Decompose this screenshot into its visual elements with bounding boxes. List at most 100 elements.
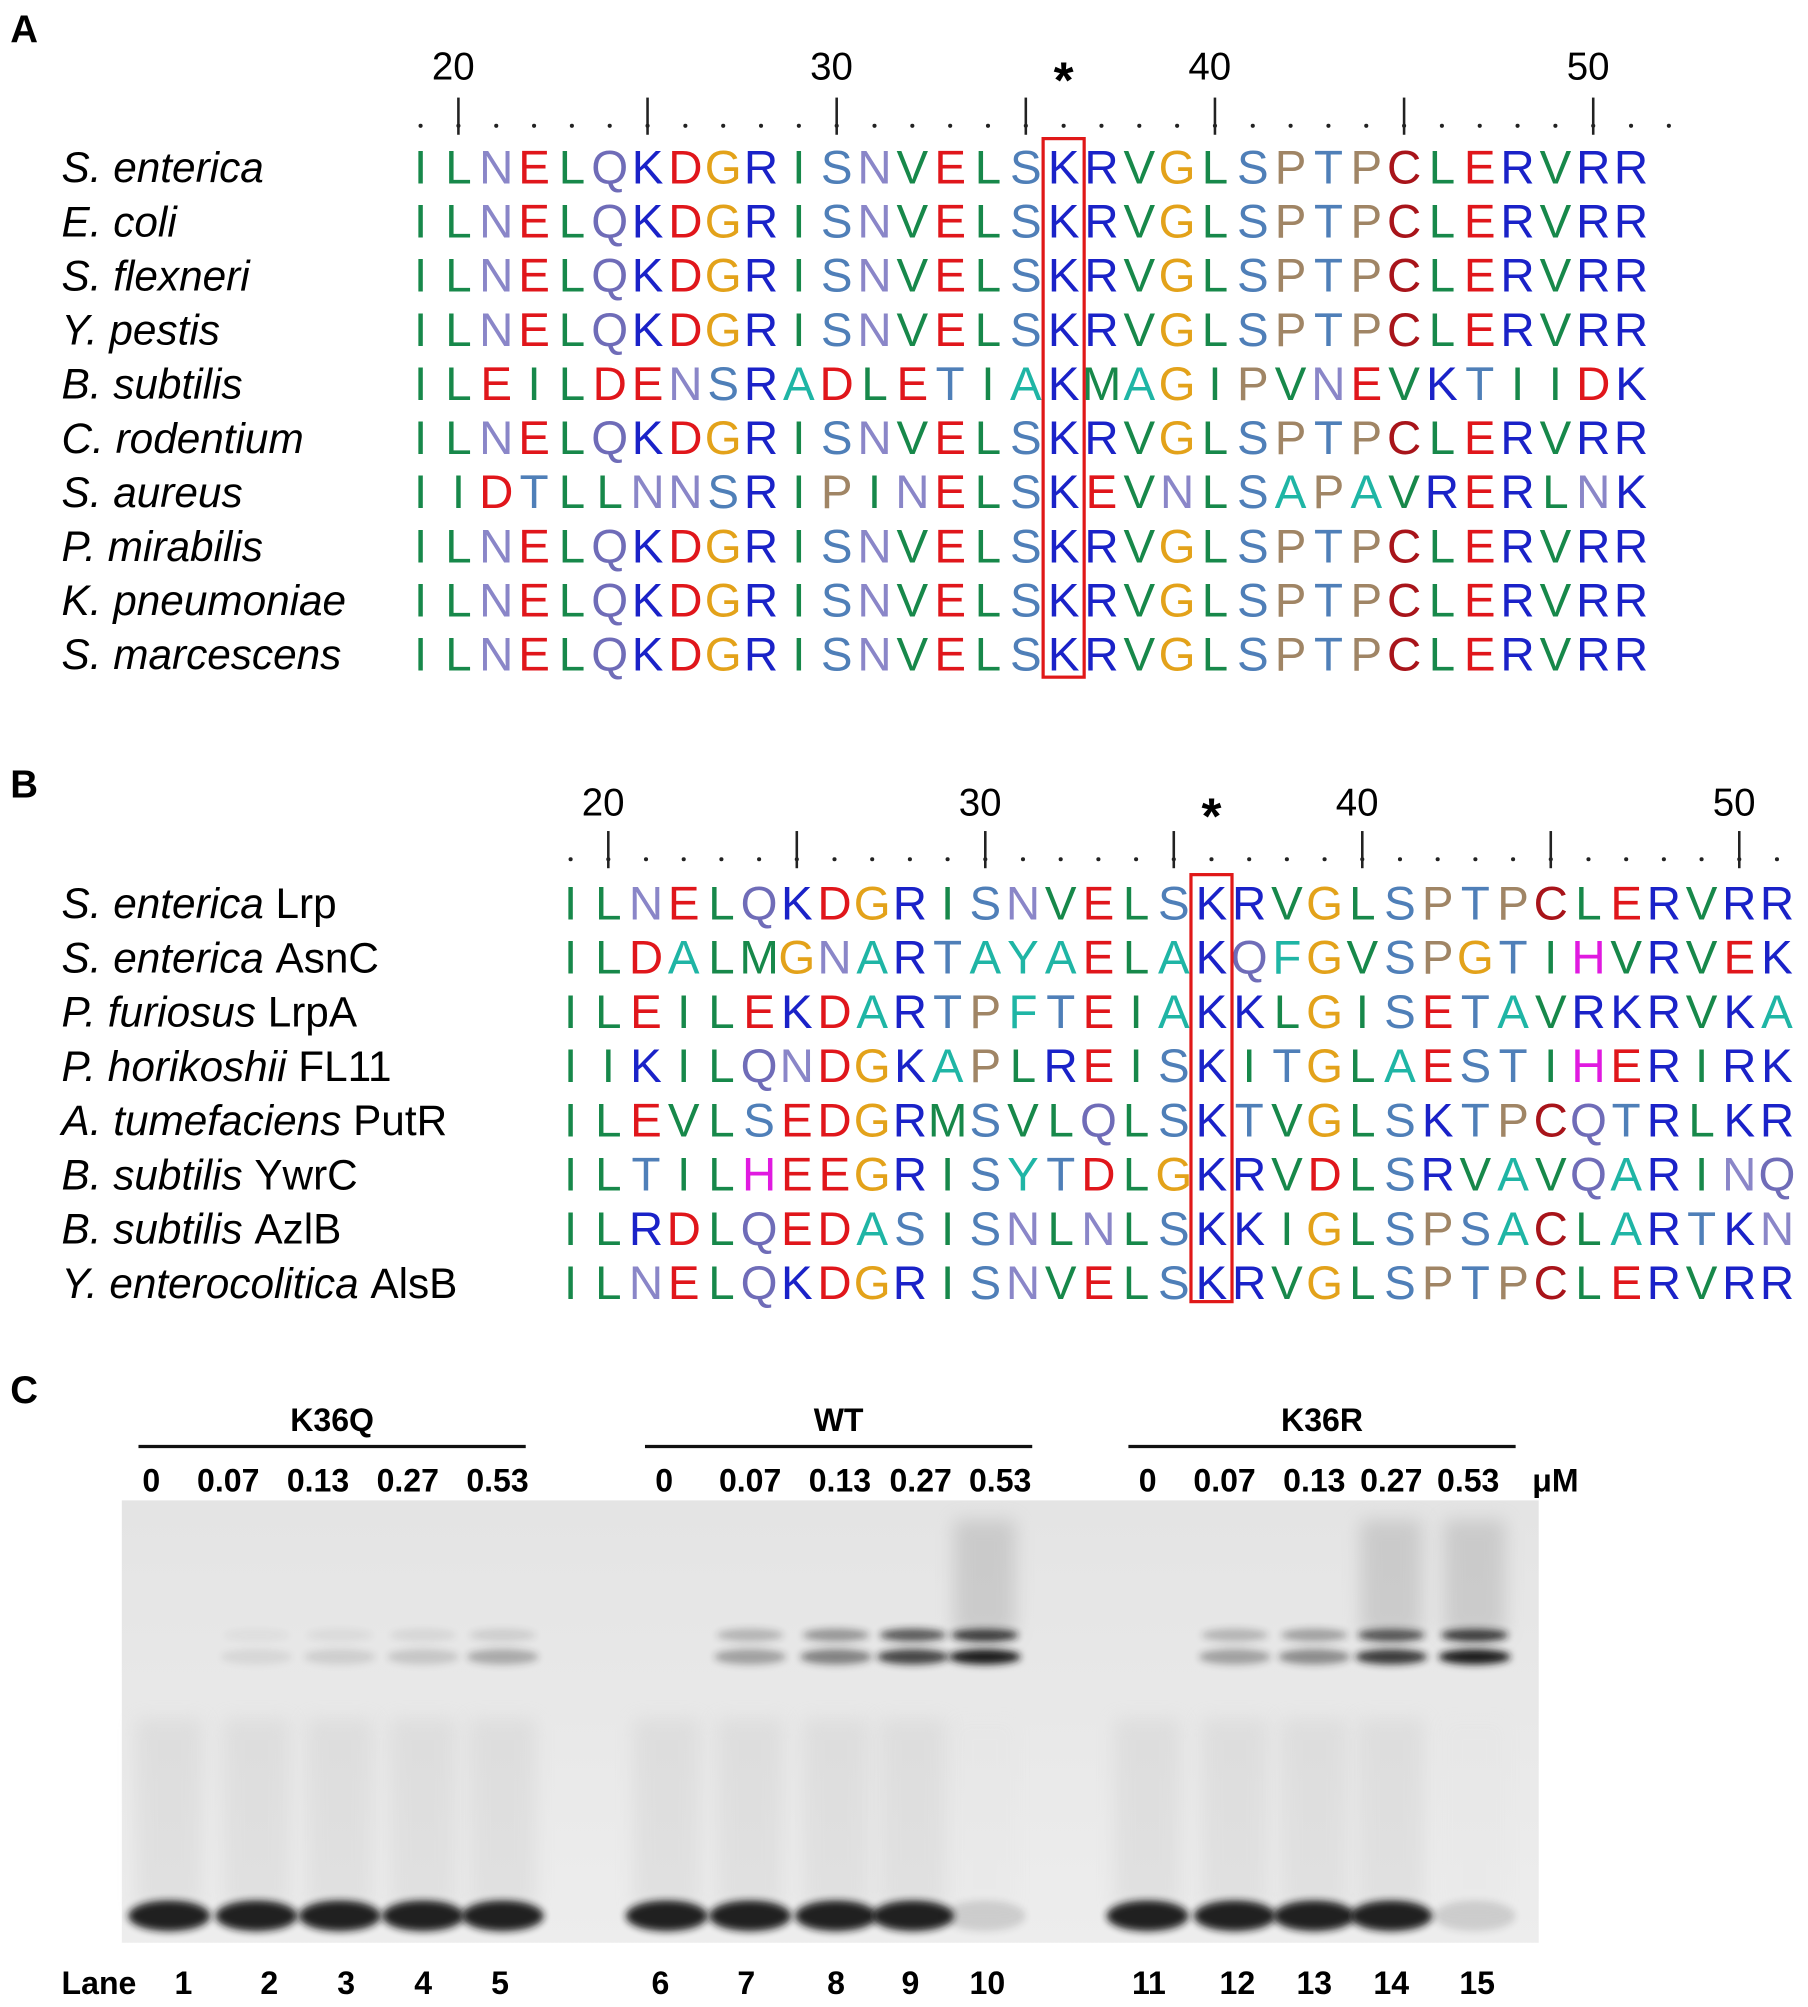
panel-label: A [10, 8, 38, 51]
species: S. enterica [62, 934, 264, 981]
concentration: 0 [142, 1462, 160, 1498]
species: C. rodentium [62, 415, 304, 462]
species: S. enterica [62, 880, 264, 927]
ruler-dot [1326, 123, 1331, 128]
complex-band [466, 1649, 539, 1665]
free-dna-band [1350, 1900, 1433, 1932]
concentration: 0.53 [1437, 1462, 1499, 1498]
ruler-dot [719, 857, 724, 862]
panel-label: C [10, 1369, 38, 1412]
concentration: 0.13 [809, 1462, 871, 1498]
lane-number: 13 [1296, 1965, 1332, 2001]
ruler-dot [757, 857, 762, 862]
smear [223, 1718, 290, 1911]
species-name: E. coli [62, 198, 179, 245]
smear [633, 1718, 701, 1911]
ruler-dot [985, 123, 991, 128]
species-name: B. subtilis AzlB [62, 1206, 342, 1253]
well-smear [1443, 1519, 1506, 1636]
species: B. subtilis [62, 1206, 243, 1253]
smear [716, 1718, 784, 1911]
free-dna-band [943, 1900, 1026, 1932]
ruler-dot [1699, 857, 1704, 862]
ruler-dot [758, 123, 764, 128]
free-dna-band [709, 1900, 792, 1932]
ruler-dot [1511, 857, 1516, 862]
ruler-dot [907, 857, 912, 862]
species: Y. pestis [62, 307, 220, 354]
lane-number: 14 [1373, 1965, 1409, 2001]
panel-label: B [10, 764, 38, 807]
ruler-dot [1586, 857, 1591, 862]
ruler-dot [1099, 123, 1104, 128]
lane-number: 8 [827, 1965, 845, 2001]
concentration: 0.27 [377, 1462, 439, 1498]
protein: AlsB [370, 1260, 457, 1307]
protein [341, 1097, 353, 1144]
lane-number: 10 [970, 1965, 1006, 2001]
ruler-dot [568, 857, 573, 862]
free-dna-band [1106, 1900, 1189, 1932]
protein: AsnC [276, 934, 379, 981]
unit: μM [1532, 1462, 1578, 1498]
species: K. pneumoniae [62, 577, 347, 624]
free-dna-band [871, 1900, 955, 1932]
species-name: S. marcescens [62, 631, 342, 678]
free-dna-band [625, 1900, 708, 1932]
highlight-box [1189, 873, 1234, 1304]
lane-number: 11 [1132, 1965, 1166, 2001]
complex-band [469, 1628, 536, 1642]
ruler-dot [532, 123, 537, 128]
species-name: S. aureus [62, 469, 243, 516]
sequence: I L N E L QK DGR I S N V E L S K R VG L S P T P C L E R V RR [414, 250, 1648, 303]
ruler-dot [681, 857, 686, 862]
sequence: I L N E L QK DGR I S N V E L S K R VG L S P T P C L E R V RR [414, 628, 1648, 681]
ruler-dot [1628, 123, 1634, 128]
lane-number: 3 [337, 1965, 355, 2001]
species-name: Y. enterocolitica AlsB [62, 1260, 458, 1307]
concentration: 0.07 [719, 1462, 781, 1498]
protein [243, 1151, 255, 1198]
complex-band [220, 1649, 293, 1665]
complex-band [948, 1649, 1021, 1665]
smear [802, 1718, 870, 1911]
group-label: K36Q [290, 1402, 374, 1438]
marker: * [1202, 788, 1222, 845]
species-name: K. pneumoniae [62, 577, 347, 624]
smear [389, 1718, 457, 1911]
protein [359, 1260, 371, 1307]
free-dna-band [461, 1900, 544, 1932]
concentration: 0.07 [1193, 1462, 1255, 1498]
species-name: S. enterica Lrp [62, 880, 337, 927]
well-smear [954, 1519, 1016, 1636]
smear [469, 1718, 536, 1911]
sequence: I L N E L QK DGR I S N V E L S K R VG L S P T P C L E R V RR [414, 574, 1648, 627]
free-dna-band [128, 1900, 211, 1932]
free-dna-band [795, 1900, 878, 1932]
lane-number: 9 [901, 1965, 919, 2001]
sequence: I L E V L S E DGRMS V L Q L S K T VG L S K T P CQ T R L K R [564, 1094, 1794, 1147]
ruler-dot [870, 857, 875, 862]
species: S. flexneri [62, 252, 252, 299]
species: P. furiosus [62, 989, 256, 1036]
ruler-dot [1553, 123, 1558, 128]
highlight-box [1041, 137, 1086, 679]
ruler-dot [1435, 857, 1440, 862]
ruler-dot [948, 123, 953, 128]
ruler-dot [569, 123, 574, 128]
ruler-dot [1477, 123, 1482, 128]
species: Y. enterocolitica [62, 1260, 359, 1307]
lane-number: 12 [1220, 1965, 1256, 2001]
sequence: I L N E L QK DGR I S N V E L S K R VG L S P T P C L E R V RR [414, 412, 1648, 465]
ruler-dot [1134, 857, 1139, 862]
species-name: P. horikoshii FL11 [62, 1043, 392, 1090]
complex-band [879, 1628, 947, 1642]
lane-number: 4 [414, 1965, 432, 2001]
ruler-label: 20 [432, 46, 475, 89]
ruler-dot [1397, 857, 1403, 862]
sequence: I L D A L MGN A R T A Y A E L A KQ F GV S PG T I H V R V E K [564, 932, 1793, 985]
protein [264, 880, 276, 927]
species-name: B. subtilis [62, 361, 243, 408]
